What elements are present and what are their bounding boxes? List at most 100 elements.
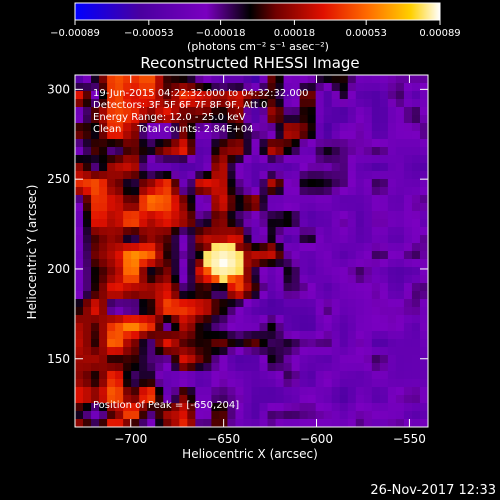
heatmap-cell [139,243,148,252]
heatmap-cell [291,147,301,156]
heatmap-cell [371,339,381,348]
heatmap-cell [163,75,172,84]
heatmap-cell [107,107,116,116]
heatmap-cell [251,251,261,260]
heatmap-cell [107,219,116,228]
heatmap-cell [331,187,341,196]
heatmap-cell [83,123,92,132]
heatmap-cell [115,275,124,284]
heatmap-cell [419,275,428,284]
heatmap-cell [251,315,261,324]
heatmap-cell [251,147,261,156]
heatmap-cell [291,291,301,300]
heatmap-cell [163,379,172,388]
heatmap-cell [147,299,156,308]
heatmap-cell [259,195,269,204]
heatmap-cell [371,235,381,244]
heatmap-cell [227,147,237,156]
heatmap-cell [267,75,277,84]
heatmap-cell [211,291,221,300]
heatmap-cell [211,299,221,308]
heatmap-cell [115,155,124,164]
heatmap-cell [179,379,188,388]
heatmap-cell [395,339,405,348]
heatmap-cell [211,355,221,364]
heatmap-cell [387,155,397,164]
heatmap-cell [283,347,293,356]
heatmap-cell [291,299,301,308]
heatmap-cell [219,403,229,412]
heatmap-cell [331,291,341,300]
heatmap-cell [339,323,349,332]
heatmap-cell [291,91,301,100]
heatmap-cell [195,203,204,212]
heatmap-cell [203,83,212,92]
heatmap-cell [379,139,389,148]
heatmap-cell [315,163,325,172]
heatmap-cell [75,219,84,228]
heatmap-cell [331,147,341,156]
heatmap-cell [331,75,341,84]
heatmap-cell [291,387,301,396]
heatmap-cell [291,307,301,316]
heatmap-cell [131,123,140,132]
heatmap-cell [227,379,237,388]
heatmap-cell [355,323,365,332]
heatmap-cell [379,123,389,132]
colorbar-tick-label: 0.00089 [419,28,460,39]
heatmap-cell [123,99,132,108]
heatmap-cell [283,179,293,188]
heatmap-cell [347,395,357,404]
heatmap-cell [91,83,100,92]
heatmap-cell [91,211,100,220]
heatmap-cell [219,91,229,100]
heatmap-cell [283,355,293,364]
heatmap-cell [91,99,100,108]
heatmap-cell [331,379,341,388]
heatmap-cell [235,227,245,236]
heatmap-cell [235,211,245,220]
heatmap-cell [307,419,317,427]
heatmap-cell [187,195,196,204]
heatmap-cell [91,267,100,276]
heatmap-cell [259,227,269,236]
heatmap-cell [203,235,212,244]
heatmap-cell [419,387,428,396]
heatmap-cell [163,315,172,324]
footer-timestamp: 26-Nov-2017 12:33 [370,483,496,498]
heatmap-cell [91,187,100,196]
heatmap-cell [267,187,277,196]
heatmap-cell [363,155,373,164]
heatmap-cell [195,275,204,284]
heatmap-cell [251,163,261,172]
heatmap-cell [187,339,196,348]
heatmap-cell [195,283,204,292]
heatmap-cell [267,307,277,316]
heatmap-cell [387,267,397,276]
heatmap-cell [411,363,421,372]
heatmap-cell [107,291,116,300]
heatmap-cell [307,411,317,420]
heatmap-cell [283,203,293,212]
heatmap-cell [155,115,164,124]
heatmap-cell [307,179,317,188]
heatmap-cell [371,91,381,100]
heatmap-cell [203,243,212,252]
heatmap-cell [283,227,293,236]
heatmap-cell [171,403,180,412]
heatmap-cell [267,147,277,156]
heatmap-cell [411,403,421,412]
heatmap-cell [171,131,180,140]
heatmap-cell [259,339,269,348]
heatmap-cell [179,187,188,196]
heatmap-cell [291,179,301,188]
heatmap-cell [315,115,325,124]
heatmap-cell [315,379,325,388]
heatmap-cell [395,299,405,308]
heatmap-cell [147,123,156,132]
heatmap-cell [163,387,172,396]
heatmap-cell [275,379,285,388]
heatmap-cell [219,235,229,244]
heatmap-cell [347,107,357,116]
heatmap-cell [211,195,221,204]
